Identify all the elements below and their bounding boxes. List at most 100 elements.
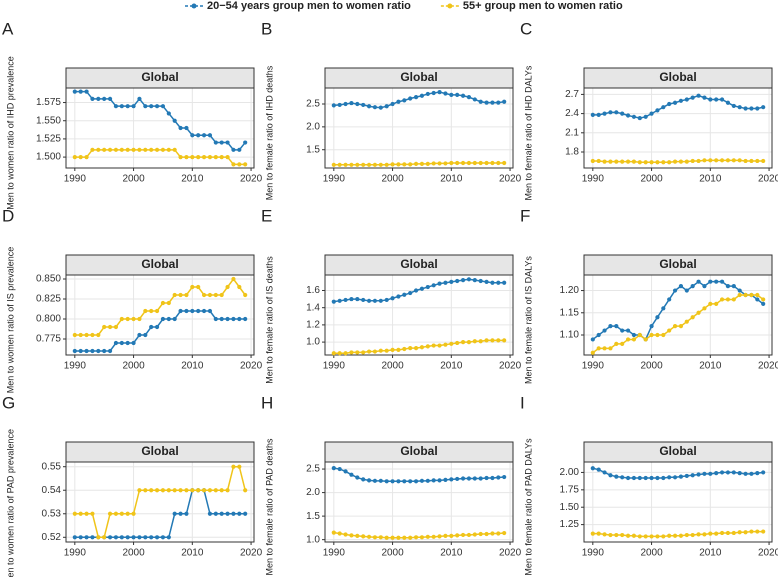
data-point	[337, 531, 342, 536]
data-point	[413, 346, 419, 351]
y-tick-label: 0.800	[36, 314, 61, 325]
data-point	[149, 104, 154, 109]
data-point	[72, 89, 77, 94]
data-point	[172, 316, 177, 322]
data-point	[78, 511, 83, 516]
data-point	[160, 488, 166, 493]
data-point	[172, 488, 177, 493]
panel-letter: G	[2, 393, 15, 412]
data-point	[655, 315, 660, 320]
data-point	[655, 160, 660, 165]
data-point	[678, 474, 684, 479]
data-point	[78, 348, 83, 354]
data-point	[649, 111, 654, 116]
data-point	[466, 95, 472, 100]
data-point	[361, 102, 366, 108]
data-point	[213, 140, 218, 145]
data-point	[231, 147, 236, 152]
data-point	[667, 475, 672, 480]
data-point	[637, 160, 642, 165]
x-tick-label: 2020	[240, 361, 263, 372]
data-point	[331, 299, 336, 304]
data-point	[154, 104, 160, 109]
data-point	[207, 488, 213, 493]
data-point	[596, 467, 601, 472]
data-point	[366, 349, 372, 354]
x-tick-label: 2010	[440, 548, 463, 559]
data-point	[608, 346, 613, 351]
data-point	[696, 93, 701, 98]
data-point	[396, 479, 401, 484]
data-point	[361, 297, 366, 303]
data-point	[390, 535, 395, 540]
y-axis-label: Men to women ratio of IS prevalence	[5, 247, 15, 394]
panel-letter: E	[261, 206, 272, 225]
data-point	[349, 100, 354, 106]
data-point	[731, 470, 736, 475]
data-point	[690, 284, 695, 289]
data-point	[372, 105, 378, 110]
data-point	[119, 340, 124, 346]
data-point	[702, 95, 707, 100]
data-point	[620, 475, 625, 480]
data-point	[437, 281, 442, 286]
y-tick-label: 0.850	[36, 274, 61, 285]
data-point	[755, 292, 760, 298]
data-point	[154, 488, 160, 493]
data-point	[137, 96, 142, 102]
data-point	[455, 92, 460, 97]
y-tick-label: 1.525	[36, 134, 61, 145]
legend-label: 20−54 years group men to women ratio	[207, 0, 411, 12]
data-point	[337, 351, 342, 356]
data-point	[719, 470, 725, 475]
data-point	[484, 338, 489, 343]
data-point	[684, 319, 689, 324]
data-point	[743, 106, 748, 111]
data-point	[131, 316, 136, 322]
data-point	[637, 534, 642, 539]
data-point	[201, 308, 207, 314]
strip-label: Global	[400, 444, 437, 458]
data-point	[655, 108, 660, 113]
data-point	[402, 346, 407, 352]
data-point	[684, 159, 689, 164]
data-point	[396, 99, 401, 104]
data-point	[649, 475, 654, 481]
data-point	[166, 147, 171, 152]
x-tick-label: 2020	[499, 361, 522, 372]
data-point	[708, 301, 713, 306]
data-point	[96, 96, 101, 102]
data-point	[213, 511, 218, 516]
data-point	[743, 471, 748, 476]
plot-area	[324, 274, 514, 356]
data-point	[702, 284, 707, 289]
data-point	[154, 535, 160, 540]
data-point	[696, 158, 701, 164]
data-point	[90, 147, 95, 152]
data-point	[643, 337, 648, 342]
plot-frame	[65, 87, 255, 169]
data-point	[484, 160, 489, 166]
data-point	[614, 324, 619, 329]
data-point	[484, 531, 489, 537]
data-point	[761, 470, 766, 475]
data-point	[343, 162, 348, 167]
y-tick-label: 1.75	[560, 484, 580, 495]
data-point	[378, 298, 383, 303]
data-point	[402, 479, 407, 484]
data-point	[143, 488, 148, 493]
data-point	[614, 532, 619, 538]
data-point	[502, 474, 507, 480]
data-point	[231, 162, 236, 167]
data-point	[661, 105, 666, 110]
data-point	[455, 476, 460, 482]
data-point	[113, 104, 119, 109]
data-point	[113, 340, 119, 346]
data-point	[608, 159, 613, 164]
y-tick-label: 1.575	[36, 97, 61, 108]
data-point	[343, 469, 348, 474]
data-point	[496, 338, 501, 343]
data-point	[378, 162, 383, 167]
data-point	[596, 531, 601, 536]
x-tick-label: 2000	[640, 174, 663, 185]
